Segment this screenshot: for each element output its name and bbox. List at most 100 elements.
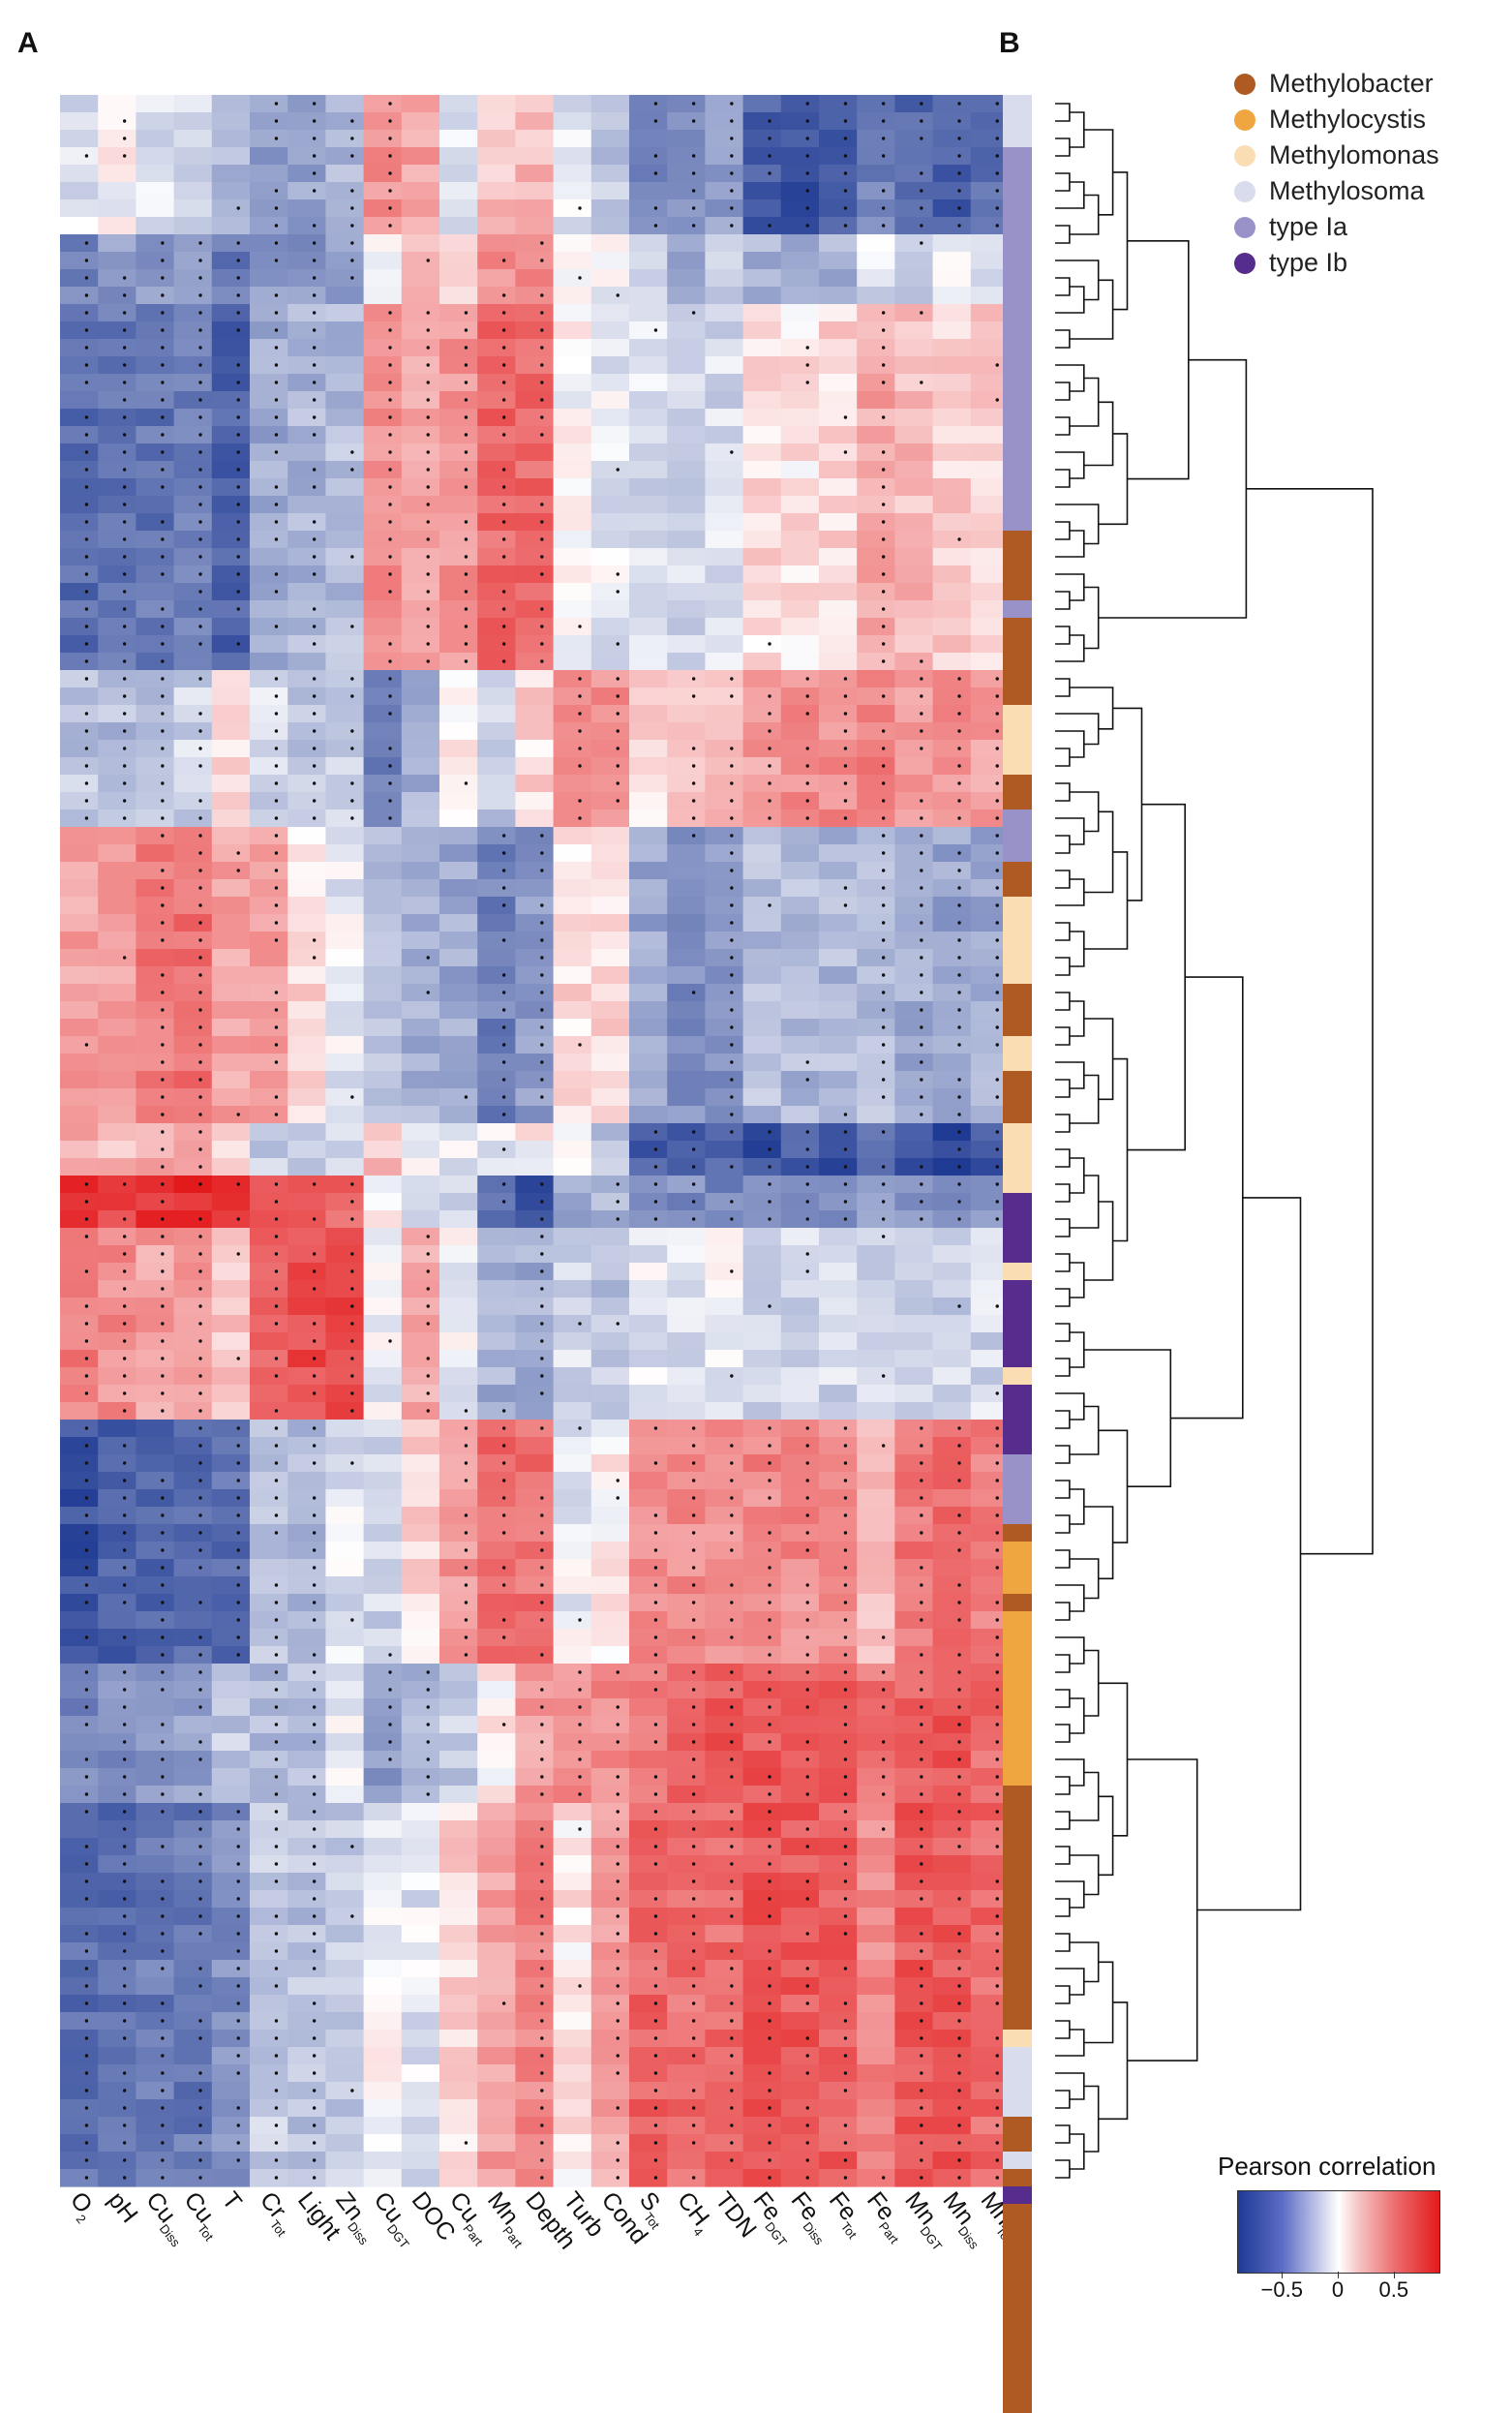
heatmap-cell	[515, 252, 555, 270]
heatmap-cell	[250, 1385, 288, 1403]
heatmap-cell	[590, 1228, 630, 1246]
heatmap-cell	[325, 321, 365, 340]
significance-star	[122, 1217, 127, 1221]
heatmap-cell	[705, 2030, 744, 2048]
heatmap-cell	[515, 2082, 555, 2100]
heatmap-cell	[932, 687, 972, 706]
significance-star	[426, 1287, 430, 1291]
significance-star	[691, 1914, 696, 1918]
heatmap-cell	[173, 1088, 213, 1107]
significance-star	[691, 1827, 696, 1831]
significance-star	[920, 1078, 923, 1082]
heatmap-cell	[742, 827, 782, 845]
significance-star	[161, 381, 165, 384]
significance-star	[881, 363, 886, 367]
significance-star	[312, 1513, 317, 1517]
heatmap-cell	[477, 2169, 516, 2187]
significance-star	[274, 729, 279, 733]
significance-star	[426, 1792, 430, 1796]
heatmap-cell	[325, 1071, 365, 1089]
heatmap-cell	[439, 1228, 478, 1246]
heatmap-cell	[894, 1995, 934, 2013]
heatmap-cell	[894, 932, 934, 950]
significance-star	[920, 311, 923, 315]
significance-star	[957, 1479, 961, 1482]
column-label: CrTot	[255, 2186, 291, 2239]
significance-star	[122, 2001, 127, 2005]
heatmap-cell	[363, 1332, 403, 1351]
significance-star	[161, 1339, 165, 1343]
significance-star	[274, 2176, 279, 2180]
significance-star	[84, 1391, 89, 1395]
significance-star	[957, 2123, 961, 2127]
heatmap-cell	[363, 1698, 403, 1717]
heatmap-cell	[136, 165, 175, 183]
heatmap-cell	[401, 1873, 440, 1891]
heatmap-cell	[857, 1716, 895, 1734]
heatmap-cell	[98, 1420, 136, 1438]
heatmap-cell	[705, 1332, 744, 1351]
heatmap-cell	[894, 1768, 934, 1787]
heatmap-cell	[553, 827, 592, 845]
significance-star	[995, 2089, 999, 2092]
heatmap-cell	[780, 1733, 820, 1752]
heatmap-cell	[60, 1559, 99, 1577]
heatmap-cell	[401, 1803, 440, 1821]
significance-star	[274, 1060, 279, 1064]
heatmap-cell	[515, 2030, 555, 2048]
heatmap-cell	[590, 1559, 630, 1577]
significance-star	[312, 1287, 317, 1291]
heatmap-cell	[932, 1176, 972, 1194]
significance-star	[464, 363, 469, 367]
heatmap-cell	[932, 827, 972, 845]
significance-star	[274, 799, 279, 803]
heatmap-cell	[173, 1176, 213, 1194]
heatmap-cell	[780, 844, 820, 863]
dendrogram-branch	[1055, 1514, 1071, 1534]
heatmap-cell	[363, 775, 403, 793]
significance-star	[388, 781, 392, 785]
heatmap-cell	[363, 548, 403, 566]
heatmap-cell	[401, 548, 440, 566]
heatmap-cell	[363, 1280, 403, 1298]
heatmap-cell	[363, 252, 403, 270]
significance-star	[540, 1339, 544, 1343]
heatmap-cell	[98, 1716, 136, 1734]
heatmap-cell	[477, 339, 516, 357]
column-label: T	[217, 2186, 247, 2214]
heatmap-cell	[211, 1088, 251, 1107]
significance-star	[84, 2123, 89, 2127]
heatmap-cell	[98, 1141, 136, 1159]
significance-star	[843, 415, 848, 419]
heatmap-cell	[98, 1942, 136, 1961]
heatmap-cell	[819, 1228, 858, 1246]
significance-star	[388, 468, 392, 472]
heatmap-cell	[819, 897, 858, 915]
significance-star	[426, 1235, 430, 1238]
significance-star	[312, 938, 317, 942]
heatmap-cell	[439, 1995, 478, 2013]
heatmap-cell	[287, 1838, 326, 1856]
heatmap-cell	[477, 1559, 516, 1577]
significance-star	[312, 2123, 317, 2127]
heatmap-cell	[515, 374, 555, 392]
heatmap-cell	[173, 1315, 213, 1333]
heatmap-cell	[439, 513, 478, 532]
significance-star	[653, 1130, 658, 1134]
heatmap-cell	[894, 722, 934, 741]
significance-star	[122, 1897, 127, 1901]
heatmap-cell	[211, 1420, 251, 1438]
significance-star	[161, 2141, 165, 2145]
heatmap-cell	[98, 321, 136, 340]
heatmap-cell	[894, 269, 934, 288]
significance-star	[691, 1182, 696, 1186]
heatmap-cell	[173, 1890, 213, 1909]
significance-star	[161, 781, 165, 785]
significance-star	[274, 1113, 279, 1116]
heatmap-cell	[287, 1576, 326, 1595]
significance-star	[805, 694, 809, 698]
significance-star	[691, 694, 696, 698]
heatmap-cell	[590, 1054, 630, 1072]
heatmap-cell	[780, 1210, 820, 1229]
significance-star	[84, 572, 89, 576]
